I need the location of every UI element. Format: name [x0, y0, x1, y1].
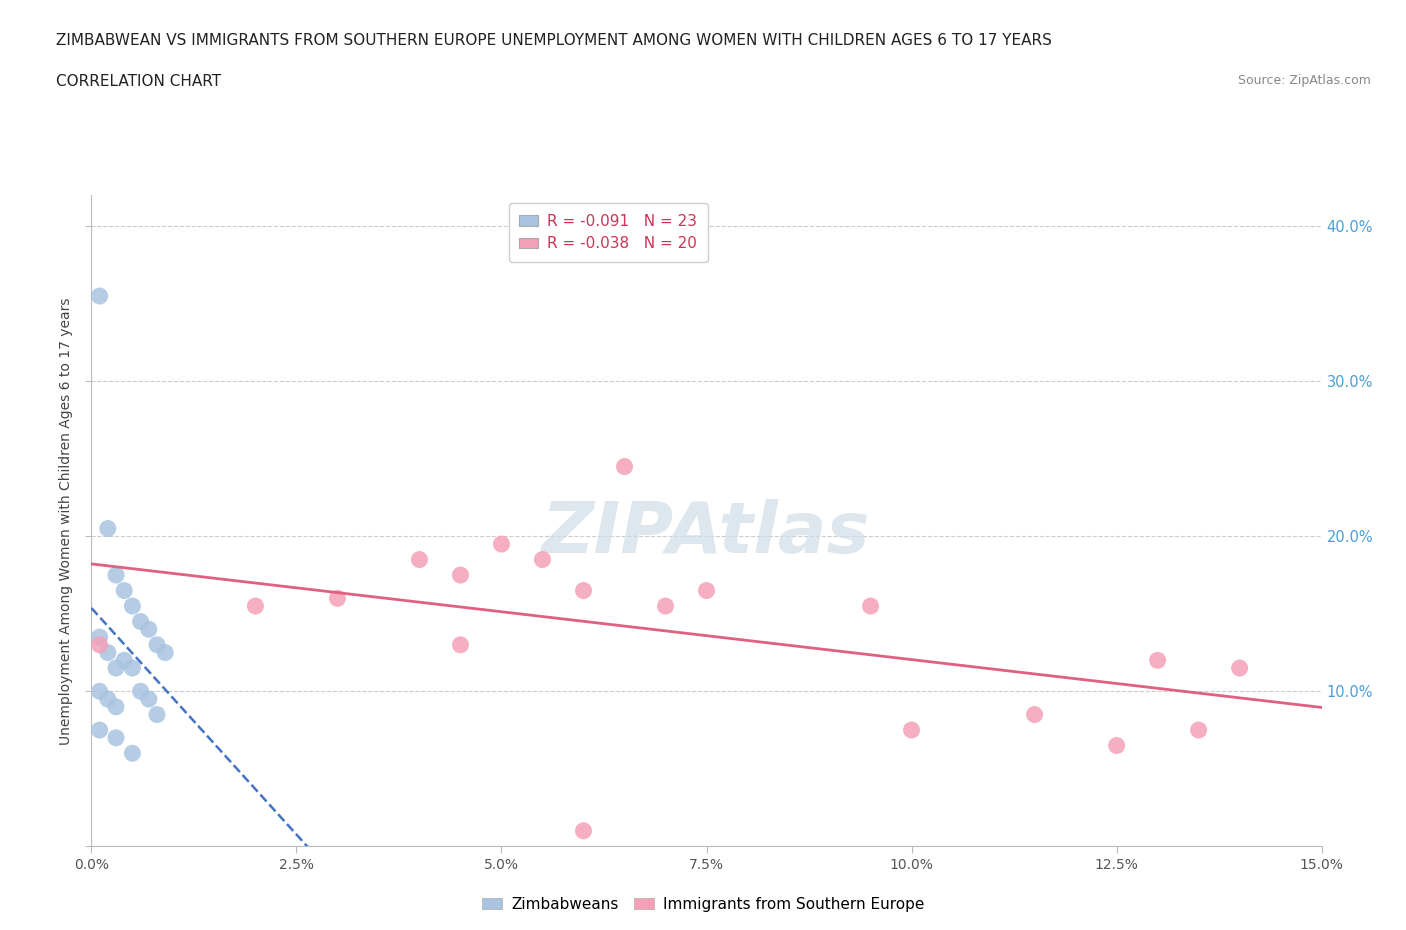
Point [1024, 707, 1046, 722]
Point [572, 583, 595, 598]
Point [112, 653, 135, 668]
Point [900, 723, 922, 737]
Point [1187, 723, 1209, 737]
Point [129, 614, 152, 629]
Point [449, 637, 471, 652]
Point [1146, 653, 1168, 668]
Point [105, 730, 127, 745]
Point [146, 707, 169, 722]
Point [859, 599, 882, 614]
Point [326, 591, 349, 605]
Point [153, 645, 177, 660]
Point [89, 288, 111, 303]
Point [138, 622, 160, 637]
Point [112, 583, 135, 598]
Point [1229, 660, 1251, 675]
Point [129, 684, 152, 698]
Point [138, 692, 160, 707]
Point [105, 660, 127, 675]
Text: ZIPAtlas: ZIPAtlas [543, 499, 870, 568]
Point [491, 537, 513, 551]
Y-axis label: Unemployment Among Women with Children Ages 6 to 17 years: Unemployment Among Women with Children A… [59, 297, 73, 745]
Point [449, 567, 471, 582]
Point [97, 521, 120, 536]
Legend: Zimbabweans, Immigrants from Southern Europe: Zimbabweans, Immigrants from Southern Eu… [475, 891, 931, 918]
Point [654, 599, 676, 614]
Point [146, 637, 169, 652]
Point [89, 637, 111, 652]
Point [245, 599, 267, 614]
Point [89, 630, 111, 644]
Point [572, 823, 595, 838]
Point [105, 699, 127, 714]
Point [1105, 738, 1128, 753]
Point [89, 723, 111, 737]
Point [121, 599, 143, 614]
Point [121, 746, 143, 761]
Point [97, 645, 120, 660]
Point [531, 552, 554, 567]
Point [695, 583, 717, 598]
Point [121, 660, 143, 675]
Point [89, 684, 111, 698]
Point [105, 567, 127, 582]
Point [613, 459, 636, 474]
Point [408, 552, 430, 567]
Legend: R = -0.091   N = 23, R = -0.038   N = 20: R = -0.091 N = 23, R = -0.038 N = 20 [509, 203, 707, 262]
Point [97, 692, 120, 707]
Text: CORRELATION CHART: CORRELATION CHART [56, 74, 221, 89]
Text: Source: ZipAtlas.com: Source: ZipAtlas.com [1237, 74, 1371, 87]
Text: ZIMBABWEAN VS IMMIGRANTS FROM SOUTHERN EUROPE UNEMPLOYMENT AMONG WOMEN WITH CHIL: ZIMBABWEAN VS IMMIGRANTS FROM SOUTHERN E… [56, 33, 1052, 47]
